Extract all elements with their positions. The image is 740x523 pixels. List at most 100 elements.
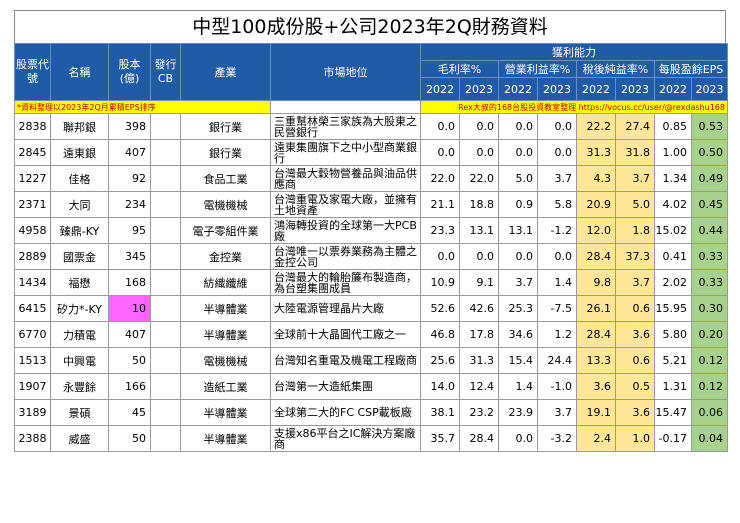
gross-margin-2023: 13.1 bbox=[459, 217, 499, 244]
header-year: 2023 bbox=[459, 77, 499, 101]
operating-margin-2023: -3.2 bbox=[537, 425, 577, 452]
capital: 398 bbox=[108, 113, 151, 140]
industry: 半導體業 bbox=[180, 295, 271, 322]
eps-2023: 0.12 bbox=[691, 373, 728, 400]
industry: 半導體業 bbox=[180, 321, 271, 348]
industry: 半導體業 bbox=[180, 425, 271, 452]
gross-margin-2023: 0.0 bbox=[459, 113, 499, 140]
market-position: 台灣唯一以票券業務為主體之金控公司 bbox=[270, 243, 421, 270]
header-year: 2023 bbox=[615, 77, 655, 101]
capital: 407 bbox=[108, 321, 151, 348]
stock-code: 2388 bbox=[14, 425, 51, 452]
source-note: Rex大叔的168台股投資教室整理 https://vocus.cc/user/… bbox=[420, 100, 728, 114]
eps-2022: 5.21 bbox=[654, 347, 692, 374]
table-row: 2371 大同 234 電機機械 台灣重電及家電大廠，並擁有土地資產 21.1 18.8 0.… bbox=[14, 191, 728, 218]
eps-2022: 0.41 bbox=[654, 243, 692, 270]
gross-margin-2022: 35.7 bbox=[420, 425, 460, 452]
gross-margin-2023: 22.0 bbox=[459, 165, 499, 192]
cb-flag bbox=[150, 217, 181, 244]
net-margin-2022: 13.3 bbox=[576, 347, 616, 374]
table-row: 2889 國票金 345 金控業 台灣唯一以票券業務為主體之金控公司 0.0 0.0 0.0 0… bbox=[14, 243, 728, 270]
eps-2022: 15.95 bbox=[654, 295, 692, 322]
stock-name: 矽力*-KY bbox=[50, 295, 109, 322]
stock-name: 福懋 bbox=[50, 269, 109, 296]
gross-margin-2022: 0.0 bbox=[420, 139, 460, 166]
header-cb: 發行CB bbox=[150, 43, 181, 101]
cb-flag bbox=[150, 191, 181, 218]
report-sheet: 中型100成份股+公司2023年2Q財務資料 股票代號 名稱 股本(億) 發行C… bbox=[14, 10, 728, 452]
cb-flag bbox=[150, 399, 181, 426]
stock-code: 3189 bbox=[14, 399, 51, 426]
eps-2023: 0.44 bbox=[691, 217, 728, 244]
operating-margin-2022: 0.9 bbox=[498, 191, 538, 218]
capital: 407 bbox=[108, 139, 151, 166]
eps-2023: 0.49 bbox=[691, 165, 728, 192]
gross-margin-2023: 18.8 bbox=[459, 191, 499, 218]
eps-2023: 0.50 bbox=[691, 139, 728, 166]
table-row: 2388 威盛 50 半導體業 支援x86平台之IC解決方案廠商 35.7 28.4 0.0-… bbox=[14, 425, 728, 452]
operating-margin-2023: 3.7 bbox=[537, 399, 577, 426]
table-body: 2838 聯邦銀 398 銀行業 三重幫林榮三家族為大股東之民營銀行 0.0 0.0 0.0 0… bbox=[14, 113, 728, 452]
operating-margin-2022: 25.3 bbox=[498, 295, 538, 322]
gross-margin-2023: 42.6 bbox=[459, 295, 499, 322]
market-position: 三重幫林榮三家族為大股東之民營銀行 bbox=[270, 113, 421, 140]
operating-margin-2022: 23.9 bbox=[498, 399, 538, 426]
header-year: 2023 bbox=[537, 77, 577, 101]
market-position: 台灣最大的輪胎簾布製造商，為台塑集團成員 bbox=[270, 269, 421, 296]
industry: 食品工業 bbox=[180, 165, 271, 192]
table-row: 3189 景碩 45 半導體業 全球第二大的FC CSP載板廠 38.1 23.2 23.9 3… bbox=[14, 399, 728, 426]
capital: 234 bbox=[108, 191, 151, 218]
industry: 銀行業 bbox=[180, 113, 271, 140]
net-margin-2022: 22.2 bbox=[576, 113, 616, 140]
table-row: 4958 臻鼎-KY 95 電子零組件業 鴻海轉投資的全球第一大PCB廠 23.3 13.1… bbox=[14, 217, 728, 244]
header-year: 2022 bbox=[498, 77, 538, 101]
stock-code: 2371 bbox=[14, 191, 51, 218]
capital: 345 bbox=[108, 243, 151, 270]
header-operating-margin: 營業利益率% bbox=[498, 60, 577, 78]
industry: 電機機械 bbox=[180, 191, 271, 218]
stock-code: 1907 bbox=[14, 373, 51, 400]
operating-margin-2022: 0.0 bbox=[498, 425, 538, 452]
net-margin-2023: 0.6 bbox=[615, 347, 655, 374]
net-margin-2022: 3.6 bbox=[576, 373, 616, 400]
industry: 造紙工業 bbox=[180, 373, 271, 400]
stock-name: 臻鼎-KY bbox=[50, 217, 109, 244]
operating-margin-2023: 1.2 bbox=[537, 321, 577, 348]
header-eps: 每股盈餘EPS bbox=[654, 60, 728, 78]
header-industry: 產業 bbox=[180, 43, 271, 101]
industry: 紡織纖維 bbox=[180, 269, 271, 296]
gross-margin-2023: 0.0 bbox=[459, 139, 499, 166]
note-row: *資料整理以2023年2Q月累積EPS排序 Rex大叔的168台股投資教室整理 … bbox=[14, 100, 728, 114]
gross-margin-2022: 14.0 bbox=[420, 373, 460, 400]
operating-margin-2023: 5.8 bbox=[537, 191, 577, 218]
stock-code: 2889 bbox=[14, 243, 51, 270]
eps-2023: 0.53 bbox=[691, 113, 728, 140]
industry: 金控業 bbox=[180, 243, 271, 270]
capital: 10 bbox=[108, 295, 151, 322]
header-profitability: 獲利能力 bbox=[420, 43, 728, 61]
eps-2023: 0.20 bbox=[691, 321, 728, 348]
operating-margin-2023: 24.4 bbox=[537, 347, 577, 374]
header-code: 股票代號 bbox=[14, 43, 51, 101]
cb-flag bbox=[150, 243, 181, 270]
stock-name: 永豐餘 bbox=[50, 373, 109, 400]
eps-2022: 4.02 bbox=[654, 191, 692, 218]
market-position: 支援x86平台之IC解決方案廠商 bbox=[270, 425, 421, 452]
gross-margin-2022: 0.0 bbox=[420, 243, 460, 270]
operating-margin-2023: 0.0 bbox=[537, 139, 577, 166]
gross-margin-2023: 12.4 bbox=[459, 373, 499, 400]
operating-margin-2022: 15.4 bbox=[498, 347, 538, 374]
eps-2023: 0.30 bbox=[691, 295, 728, 322]
cb-flag bbox=[150, 139, 181, 166]
operating-margin-2023: 0.0 bbox=[537, 243, 577, 270]
gross-margin-2022: 52.6 bbox=[420, 295, 460, 322]
financial-table: 股票代號 名稱 股本(億) 發行CB 產業 市場地位 獲利能力 毛利率% 營業利… bbox=[14, 43, 728, 452]
cb-flag bbox=[150, 425, 181, 452]
net-margin-2022: 26.1 bbox=[576, 295, 616, 322]
header-year: 2022 bbox=[654, 77, 692, 101]
net-margin-2023: 1.0 bbox=[615, 425, 655, 452]
stock-code: 2838 bbox=[14, 113, 51, 140]
stock-name: 中興電 bbox=[50, 347, 109, 374]
market-position: 遠東集團旗下之中小型商業銀行 bbox=[270, 139, 421, 166]
operating-margin-2023: -1.2 bbox=[537, 217, 577, 244]
